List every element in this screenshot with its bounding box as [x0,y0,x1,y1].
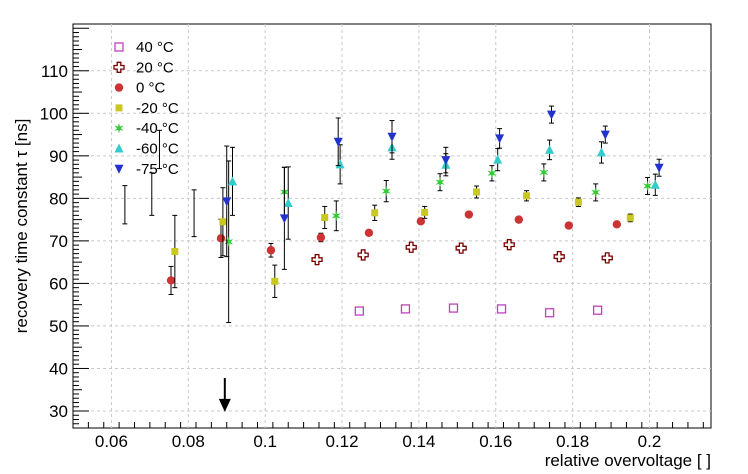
data-point [514,215,524,224]
data-point [643,180,653,192]
data-point [600,130,610,140]
extra-error-bars [122,129,197,238]
legend-label: -75 °C [136,161,179,178]
y-tick-label: 50 [49,317,68,336]
x-tick-label: 0.16 [479,432,512,451]
data-point [553,250,565,263]
y-tick-label: 80 [49,189,68,208]
data-point [331,210,341,221]
data-point [271,277,279,285]
legend-marker [114,83,124,92]
y-tick-label: 90 [49,147,68,166]
data-point [219,218,227,226]
x-tick-label: 0.2 [638,432,662,451]
data-point [222,197,232,207]
data-point [316,233,326,242]
x-tick-label: 0.06 [95,432,128,451]
data-point [441,156,451,166]
legend-label: 20 °C [136,59,174,76]
data-point [166,276,176,285]
data-point [311,253,323,266]
y-axis-label: recovery time constant τ [ns] [12,119,31,334]
data-point [564,221,573,230]
data-point [224,236,234,247]
legend-marker [114,164,124,174]
y-tick-label: 100 [40,104,68,123]
data-point [333,137,343,147]
legend-marker [115,104,123,112]
data-point [503,239,515,251]
data-point [216,234,226,243]
data-point [381,185,391,197]
data-point [495,134,505,144]
legend-label: -60 °C [136,141,179,158]
x-tick-label: 0.12 [325,432,358,451]
data-point [171,248,179,256]
data-point [496,304,507,314]
arrow-head [218,398,231,412]
data-point [493,154,503,164]
arrow-annotation [218,377,231,412]
plot-frame [72,23,712,429]
data-point [592,305,603,315]
x-axis-label: relative overvoltage [ ] [545,451,711,470]
axis-ticks: 0.06 0.08 0.1 0.12 0.14 0.16 0.18 0.2 30 40 50 60 70… [40,23,704,451]
data-point [266,246,276,255]
legend-marker [114,123,124,134]
data-point [626,214,634,222]
data-point [357,249,369,261]
data-point [387,132,397,142]
data-point [654,163,664,173]
y-tick-label: 40 [49,359,68,378]
data-point [596,147,606,157]
data-point [612,220,622,229]
data-point [574,198,582,206]
legend-label: -20 °C [136,100,179,117]
data-point [228,176,237,186]
data-point [421,208,429,216]
data-point [601,252,613,264]
data-point [416,217,426,226]
data-point [400,304,411,314]
data-point [487,168,497,179]
data-point [371,209,379,217]
legend-label: -40 °C [136,120,179,137]
y-tick-label: 60 [49,274,68,293]
data-point [547,110,556,120]
data-point [405,241,417,253]
data-point [473,188,481,196]
data-point [464,210,474,219]
legend: 40 °C 20 °C 0 °C -20 °C -40 °C -60 °C -75 °C [113,39,179,178]
x-tick-label: 0.1 [253,432,277,451]
data-point [354,306,364,316]
data-point [545,144,555,154]
data-point [544,308,555,318]
y-tick-label: 70 [49,232,68,251]
legend-marker [114,143,124,153]
x-tick-label: 0.14 [402,432,435,451]
x-tick-label: 0.08 [172,432,205,451]
data-point [448,303,459,313]
data-point [455,242,467,254]
data-point [335,159,345,169]
data-point [523,192,531,200]
data-point [321,213,329,221]
data-point [283,198,293,208]
data-point [591,187,601,198]
data-point [279,214,289,224]
legend-marker [113,61,125,73]
legend-label: 40 °C [136,39,174,56]
data-series [166,105,664,324]
legend-label: 0 °C [136,80,166,97]
data-point [650,179,660,189]
legend-marker [114,42,124,52]
data-point [435,177,445,188]
y-tick-label: 30 [49,402,68,421]
x-tick-label: 0.18 [556,432,589,451]
data-point [539,167,549,178]
y-tick-label: 110 [41,62,68,81]
data-point [364,228,374,238]
